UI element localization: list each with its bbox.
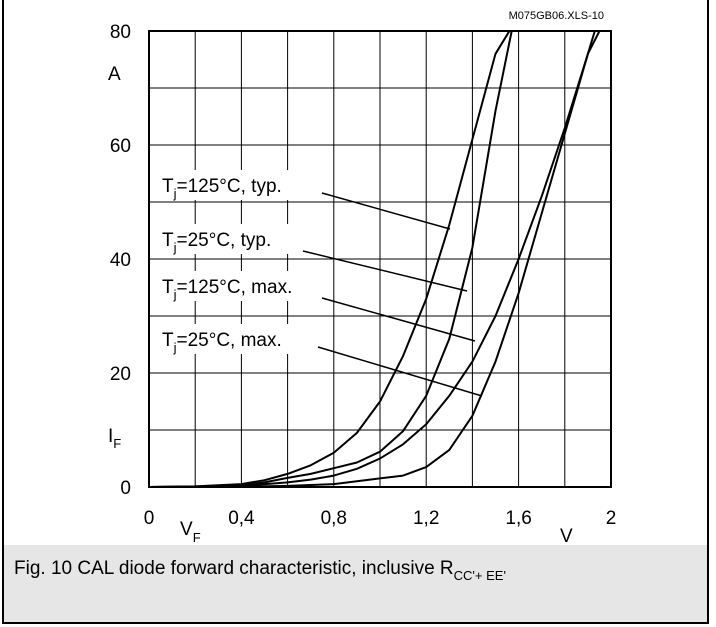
series-label: Tj=125°C, typ. <box>162 176 282 201</box>
label-background <box>158 271 313 301</box>
x-axis-unit: V <box>560 526 573 545</box>
grid <box>149 31 611 487</box>
x-axis-symbol-sub: F <box>193 530 201 545</box>
file-label: M075GB06.XLS-10 <box>509 10 604 22</box>
y-tick-label: 0 <box>120 478 131 499</box>
y-axis-unit: A <box>108 64 121 85</box>
series-label-symbol: T <box>162 230 174 251</box>
series-label-symbol: T <box>162 277 174 298</box>
series-labels: Tj=125°C, typ.Tj=25°C, typ.Tj=125°C, max… <box>162 176 292 355</box>
y-axis-symbol-sub: F <box>113 436 121 451</box>
y-tick-label: 40 <box>110 250 131 271</box>
series-label-sub: j <box>173 287 177 302</box>
y-tick-label: 20 <box>110 364 131 385</box>
caption-box: Fig. 10 CAL diode forward characteristic… <box>2 545 709 624</box>
leader-lines <box>302 192 483 397</box>
label-background <box>158 324 308 354</box>
series-label: Tj=25°C, typ. <box>162 230 271 255</box>
label-background <box>158 170 308 200</box>
leader-line <box>321 192 451 230</box>
leader-line <box>321 297 476 342</box>
x-tick-label: 1,2 <box>413 508 439 529</box>
y-tick-label: 60 <box>110 136 131 157</box>
series-label: Tj=125°C, max. <box>162 277 292 302</box>
series-lines <box>148 30 601 488</box>
label-masks <box>158 170 313 354</box>
x-tick-label: 0,8 <box>321 508 347 529</box>
x-tick-label: 0 <box>144 508 155 529</box>
figure-caption: Fig. 10 CAL diode forward characteristic… <box>14 558 506 583</box>
x-tick-label: 2 <box>606 508 617 529</box>
leader-line <box>302 250 468 292</box>
x-tick-label: 0,4 <box>228 508 255 529</box>
y-axis-symbol: I <box>108 426 113 447</box>
series-label: Tj=25°C, max. <box>162 330 282 355</box>
leader-line <box>317 346 483 397</box>
series-label-sub: j <box>173 340 177 355</box>
series-label-sub: j <box>173 240 177 255</box>
series-label-symbol: T <box>162 176 174 197</box>
x-axis-symbol: V <box>180 519 193 540</box>
plot-area <box>148 30 612 488</box>
label-background <box>158 224 298 254</box>
series-line-3 <box>148 30 596 488</box>
series-label-text: =25°C, max. <box>177 330 282 351</box>
series-label-text: =25°C, typ. <box>177 230 272 251</box>
y-tick-label: 80 <box>110 22 131 43</box>
series-label-text: =125°C, max. <box>177 277 293 298</box>
x-axis-label: VF <box>180 519 201 545</box>
y-axis-label: IF <box>108 426 121 451</box>
caption-subscript: CC'+ EE' <box>453 568 506 583</box>
series-label-symbol: T <box>162 330 174 351</box>
series-label-sub: j <box>173 186 177 201</box>
series-line-1 <box>148 30 511 488</box>
caption-text: Fig. 10 CAL diode forward characteristic… <box>14 558 454 579</box>
x-tick-label: 1,6 <box>505 508 531 529</box>
series-line-4 <box>148 30 601 488</box>
series-label-text: =125°C, typ. <box>177 176 282 197</box>
